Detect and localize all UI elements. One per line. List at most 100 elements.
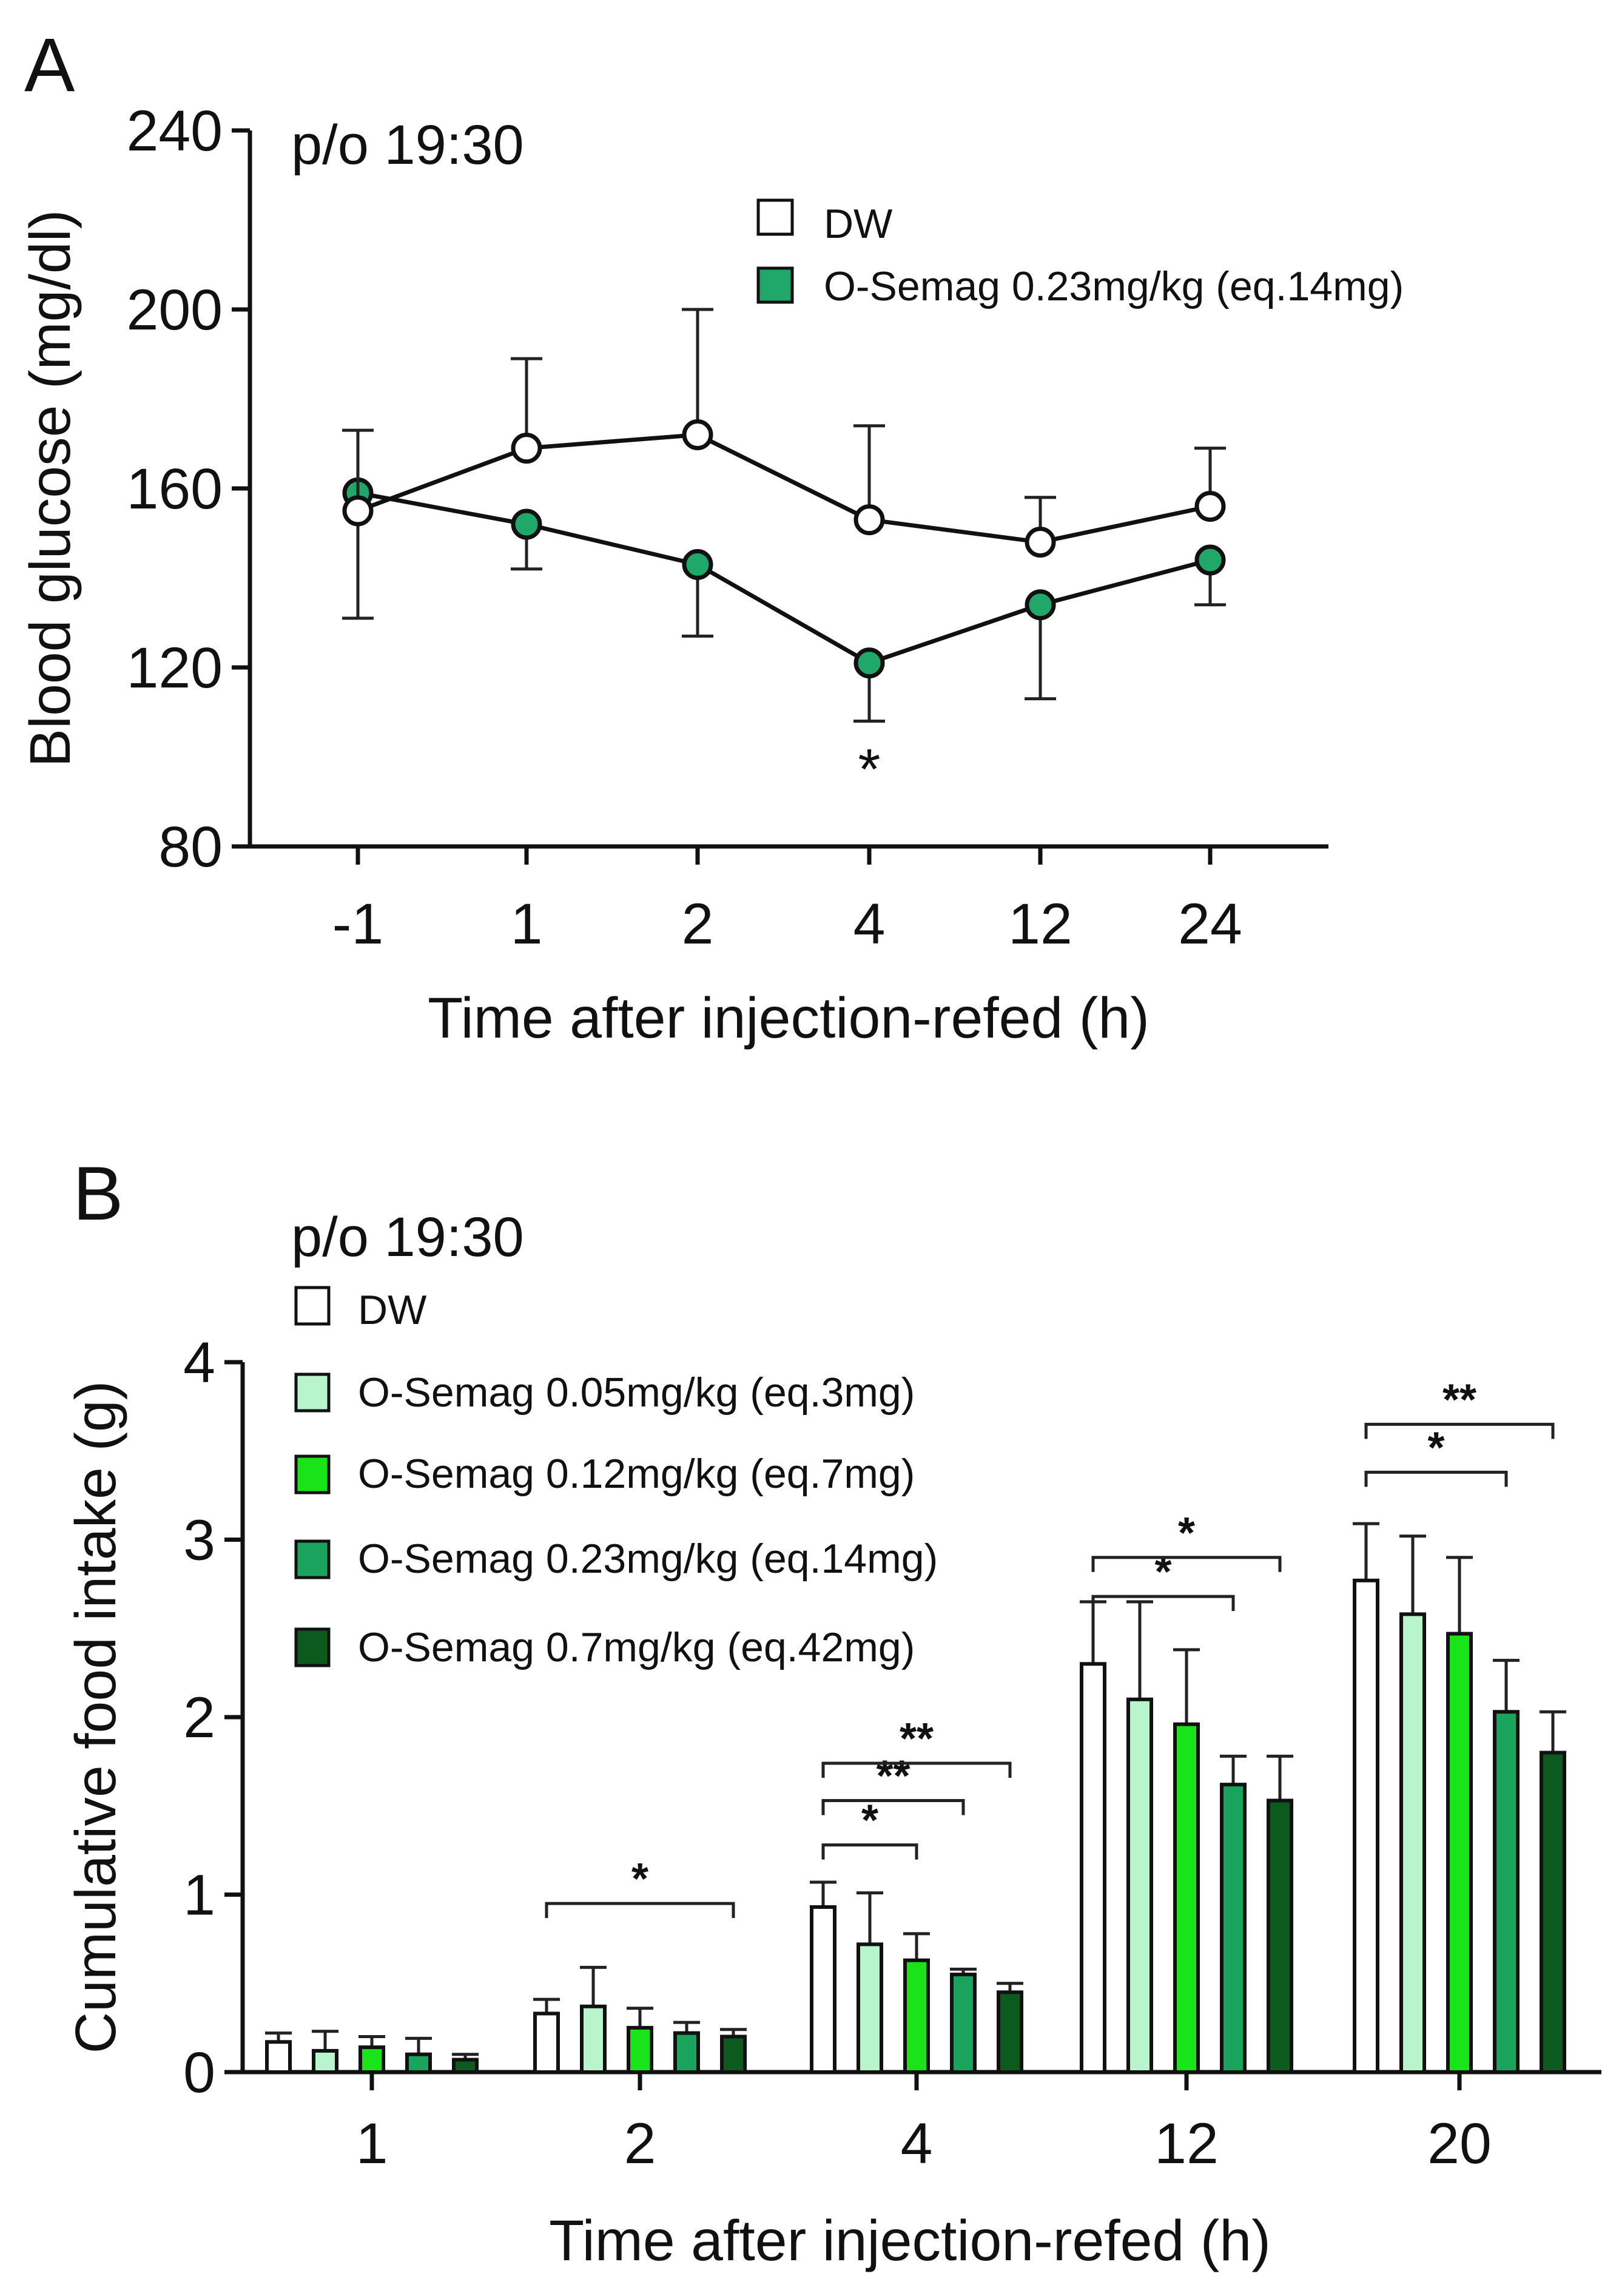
panel-a-data-point — [1025, 589, 1056, 621]
panel-a-x-tick-label: 4 — [853, 892, 886, 956]
panel-b-significance-bracket — [821, 1798, 965, 1815]
panel-b-bar — [312, 2048, 338, 2074]
panel-b-series-0 — [265, 1522, 1379, 2075]
panel-b-x-tick-label: 12 — [1154, 2112, 1219, 2176]
panel-b-significance-bracket — [1364, 1422, 1555, 1439]
panel-b-significance-bracket — [1091, 1595, 1235, 1612]
panel-b-bar — [903, 1958, 930, 2075]
panel-b-bar — [950, 1973, 977, 2074]
panel-b-x-tick-label: 1 — [356, 2112, 388, 2176]
legend-label-o-semag-0-23-b: O-Semag 0.23mg/kg (eq.14mg) — [358, 1536, 938, 1582]
panel-b-bar — [1173, 1722, 1200, 2074]
panel-a-y-tick-label: 200 — [126, 278, 223, 342]
panel-b-bar — [1080, 1662, 1106, 2074]
panel-a-y-tick-label: 240 — [126, 99, 223, 163]
legend-label-dw-b: DW — [358, 1287, 426, 1333]
panel-b-y-ticks: 0 1 2 3 4 — [183, 1331, 243, 2105]
panel-b-bar — [265, 2040, 292, 2074]
panel-b-significance-label: * — [631, 1855, 648, 1903]
panel-b-bar — [1353, 1578, 1379, 2074]
panel-a-y-ticks: 80 120 160 200 240 — [126, 99, 250, 879]
panel-b-bar — [580, 2004, 607, 2074]
panel-b-x-tick-label: 4 — [901, 2112, 933, 2176]
panel-b-x-tick-label: 2 — [624, 2112, 656, 2176]
panel-a-data-point — [682, 549, 713, 580]
panel-b-significance-bracket — [1091, 1556, 1282, 1572]
panel-a-x-tick-label: 1 — [511, 892, 543, 956]
panel-b-y-tick-label: 0 — [183, 2041, 215, 2105]
panel-b-bar — [1399, 1612, 1426, 2075]
legend-label-o-semag-0-12: O-Semag 0.12mg/kg (eq.7mg) — [358, 1451, 915, 1497]
panel-b-bar — [997, 1990, 1023, 2074]
panel-a-data-point — [511, 433, 542, 464]
panel-b-x-axis-title: Time after injection-refed (h) — [549, 2209, 1271, 2273]
panel-b-y-axis-title: Cumulative food intake (g) — [64, 1381, 128, 2054]
legend-label-o-semag-0-23: O-Semag 0.23mg/kg (eq.14mg) — [824, 263, 1404, 309]
panel-a-y-axis-title: Blood glucose (mg/dl) — [18, 210, 82, 768]
panel-b-significance-label: ** — [1442, 1376, 1476, 1424]
panel-a-x-tick-label: 24 — [1178, 892, 1242, 956]
panel-a-data-point — [511, 508, 542, 540]
panel-a-annotation: p/o 19:30 — [291, 114, 524, 176]
panel-b-bar — [720, 2034, 747, 2074]
legend-swatch-o-semag-0-23 — [756, 266, 794, 304]
legend-swatch-o-semag-0-12 — [294, 1454, 331, 1494]
panel-b-bar — [857, 1942, 883, 2074]
panel-a-data-point — [1025, 527, 1056, 558]
panel-a-axes — [247, 130, 1328, 849]
legend-label-o-semag-0-05: O-Semag 0.05mg/kg (eq.3mg) — [358, 1369, 915, 1416]
panel-a-data-point — [853, 647, 885, 679]
panel-b-significance-label: * — [1178, 1509, 1195, 1558]
legend-swatch-dw-b — [294, 1286, 331, 1326]
panel-b-significance-label: ** — [876, 1752, 910, 1800]
panel-a-y-tick-label: 80 — [158, 815, 223, 879]
panel-b-significance-label: ** — [900, 1715, 934, 1763]
panel-b-legend: DW O-Semag 0.05mg/kg (eq.3mg) O-Semag 0.… — [294, 1286, 938, 1670]
legend-label-dw: DW — [824, 201, 892, 247]
panel-b-significance: *********** — [545, 1376, 1555, 1919]
panel-b-bars — [265, 1522, 1566, 2075]
panel-b-y-tick-label: 1 — [183, 1863, 215, 1928]
panel-b-series-1 — [312, 1535, 1426, 2075]
panel-b-series-3 — [405, 1658, 1520, 2075]
panel-b-bar — [627, 2025, 653, 2074]
panel-b-bar — [358, 2045, 385, 2075]
panel-a-data-point — [1194, 544, 1226, 576]
panel-a-series-line — [357, 432, 1211, 545]
legend-swatch-dw — [756, 198, 794, 236]
panel-b-x-tick-label: 20 — [1427, 2112, 1492, 2176]
panel-b-bar — [452, 2058, 479, 2074]
panel-a-x-tick-label: -1 — [332, 892, 383, 956]
panel-b-y-tick-label: 4 — [183, 1331, 215, 1395]
panel-b-bar — [1446, 1632, 1473, 2074]
panel-b-bar — [1126, 1697, 1153, 2074]
panel-b-x-ticks: 1 2 4 12 20 — [356, 2072, 1492, 2176]
panel-a-data-point — [1194, 491, 1226, 522]
legend-swatch-o-semag-0-23-b — [294, 1539, 331, 1579]
panel-b-significance-label: * — [861, 1797, 878, 1845]
panel-b-significance-label: * — [1154, 1548, 1171, 1596]
panel-a-legend: DW O-Semag 0.23mg/kg (eq.14mg) — [756, 198, 1404, 309]
panel-a-series-o-semag — [342, 477, 1226, 723]
panel-b-series-4 — [452, 1710, 1566, 2075]
panel-label-a: A — [24, 23, 75, 107]
panel-b-annotation: p/o 19:30 — [291, 1206, 524, 1268]
panel-a-x-axis-title: Time after injection-refed (h) — [428, 986, 1149, 1050]
panel-a-y-tick-label: 120 — [126, 636, 223, 700]
panel-a-data-point — [342, 495, 374, 527]
panel-b-significance-bracket — [1364, 1470, 1508, 1487]
panel-b-bar — [405, 2052, 432, 2074]
panel-b-y-tick-label: 2 — [183, 1686, 215, 1750]
panel-b-bar — [673, 2031, 700, 2074]
panel-a-data-point — [682, 419, 713, 450]
panel-b-bar — [1267, 1798, 1293, 2075]
panel-a-series — [342, 308, 1226, 723]
panel-label-b: B — [73, 1152, 123, 1236]
panel-b-significance-bracket — [545, 1902, 735, 1919]
legend-label-o-semag-0-7: O-Semag 0.7mg/kg (eq.42mg) — [358, 1624, 915, 1670]
panel-b-bar — [1220, 1783, 1247, 2074]
panel-b-bar — [810, 1905, 836, 2075]
